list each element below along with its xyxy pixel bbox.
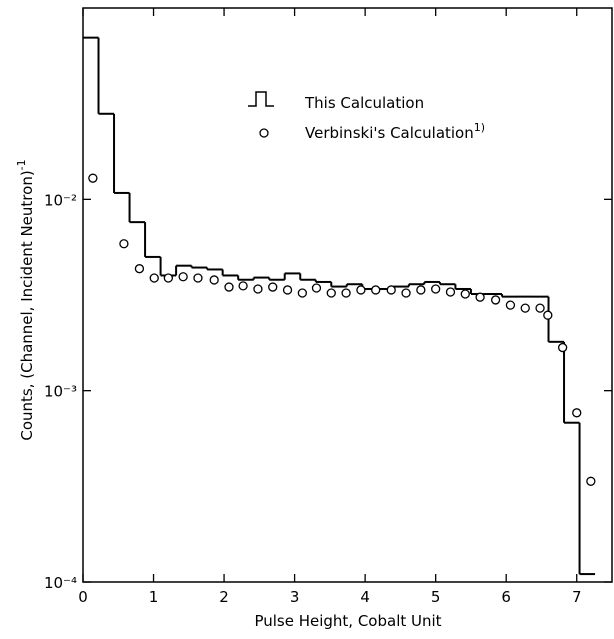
scatter-point (282, 285, 293, 295)
scatter-point (416, 285, 426, 295)
scatter-point (193, 273, 203, 283)
plot-frame (82, 7, 613, 583)
scatter-point (326, 288, 336, 298)
scatter-point (535, 303, 545, 313)
scatter-point (386, 285, 396, 295)
scatter-point (178, 272, 188, 282)
legend-reference: 1) (474, 121, 485, 134)
scatter-point (238, 281, 248, 291)
x-tick-label: 4 (360, 588, 370, 606)
legend-label: Verbinski's Calculation1) (305, 121, 485, 142)
scatter-point (586, 476, 596, 486)
scatter-point (445, 287, 456, 297)
legend-step-icon (248, 91, 274, 107)
x-tick-label: 1 (149, 588, 159, 606)
scatter-point (268, 282, 278, 292)
x-tick-label: 0 (78, 588, 88, 606)
scatter-point (149, 273, 159, 283)
scatter-point (401, 288, 411, 298)
scatter-point (224, 282, 234, 292)
y-axis-label-exponent: -1 (15, 159, 28, 170)
scatter-point (311, 283, 322, 293)
y-tick-label: 10⁻² (44, 191, 77, 209)
y-axis-label: Counts, (Channel, Incident Neutron)-1 (15, 159, 36, 440)
legend-label-text: Verbinski's Calculation (305, 124, 474, 142)
legend-label: This Calculation (304, 94, 424, 112)
scatter-point (209, 275, 219, 285)
scatter-point (557, 342, 568, 353)
x-tick-label: 6 (501, 588, 511, 606)
scatter-point (253, 284, 263, 294)
scatter-point (119, 239, 129, 249)
scatter-point (88, 173, 98, 183)
y-tick-label: 10⁻⁴ (44, 574, 77, 592)
y-axis-label-text: Counts, (Channel, Incident Neutron) (18, 170, 36, 440)
x-tick-label: 2 (219, 588, 229, 606)
scatter-point (572, 408, 582, 418)
y-tick-label: 10⁻³ (44, 383, 77, 401)
legend-circle-icon (259, 128, 269, 138)
scatter-point (371, 285, 381, 295)
scatter-point (490, 295, 501, 305)
scatter-point (475, 292, 485, 302)
scatter-point (297, 288, 308, 298)
scatter-point (163, 273, 173, 283)
x-tick-label: 7 (572, 588, 582, 606)
x-axis-label: Pulse Height, Cobalt Unit (254, 612, 441, 630)
scatter-point (520, 303, 530, 313)
scatter-point (460, 289, 470, 299)
x-tick-label: 5 (431, 588, 441, 606)
scatter-point (341, 288, 351, 298)
scatter-point (134, 264, 145, 274)
scatter-point (356, 285, 366, 295)
scatter-point (431, 284, 441, 294)
x-tick-label: 3 (290, 588, 300, 606)
scatter-point (505, 300, 516, 310)
scatter-point (543, 310, 553, 320)
